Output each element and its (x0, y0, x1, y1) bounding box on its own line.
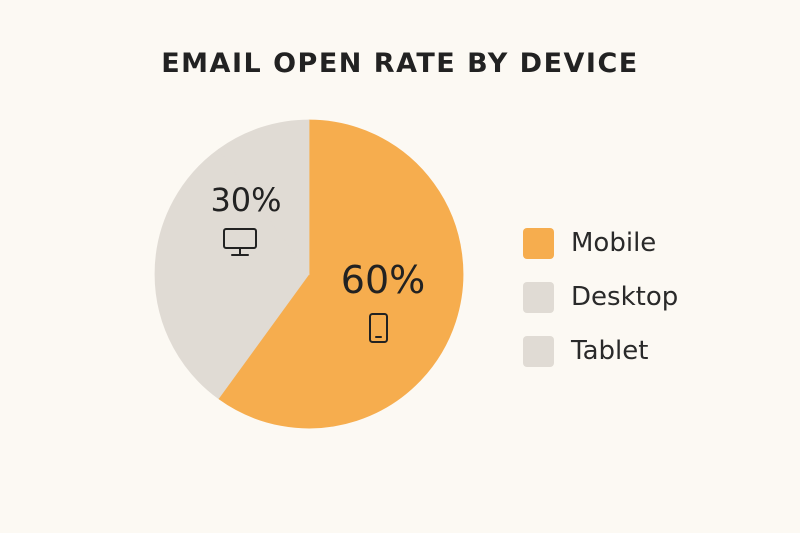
legend-item-desktop: Desktop (523, 280, 678, 314)
legend-item-tablet: Tablet (523, 334, 678, 368)
smartphone-icon (369, 313, 388, 343)
legend-label-mobile: Mobile (571, 228, 657, 258)
pie-slices (154, 119, 464, 429)
pie-slice-desktop (154, 148, 310, 400)
pie-slice-mobile (217, 119, 464, 429)
legend-swatch-mobile (523, 227, 554, 259)
legend-swatch-desktop (523, 281, 554, 313)
pie-slice-tablet (217, 119, 310, 276)
chart-legend: Mobile Desktop Tablet (523, 226, 678, 388)
chart-title: EMAIL OPEN RATE BY DEVICE (161, 48, 639, 79)
legend-swatch-tablet (523, 335, 554, 367)
legend-label-desktop: Desktop (571, 282, 679, 312)
slice-label-desktop: 30% (210, 181, 281, 219)
legend-label-tablet: Tablet (571, 336, 649, 366)
slice-label-mobile: 60% (341, 258, 425, 302)
legend-item-mobile: Mobile (523, 226, 678, 260)
monitor-icon (223, 228, 257, 256)
